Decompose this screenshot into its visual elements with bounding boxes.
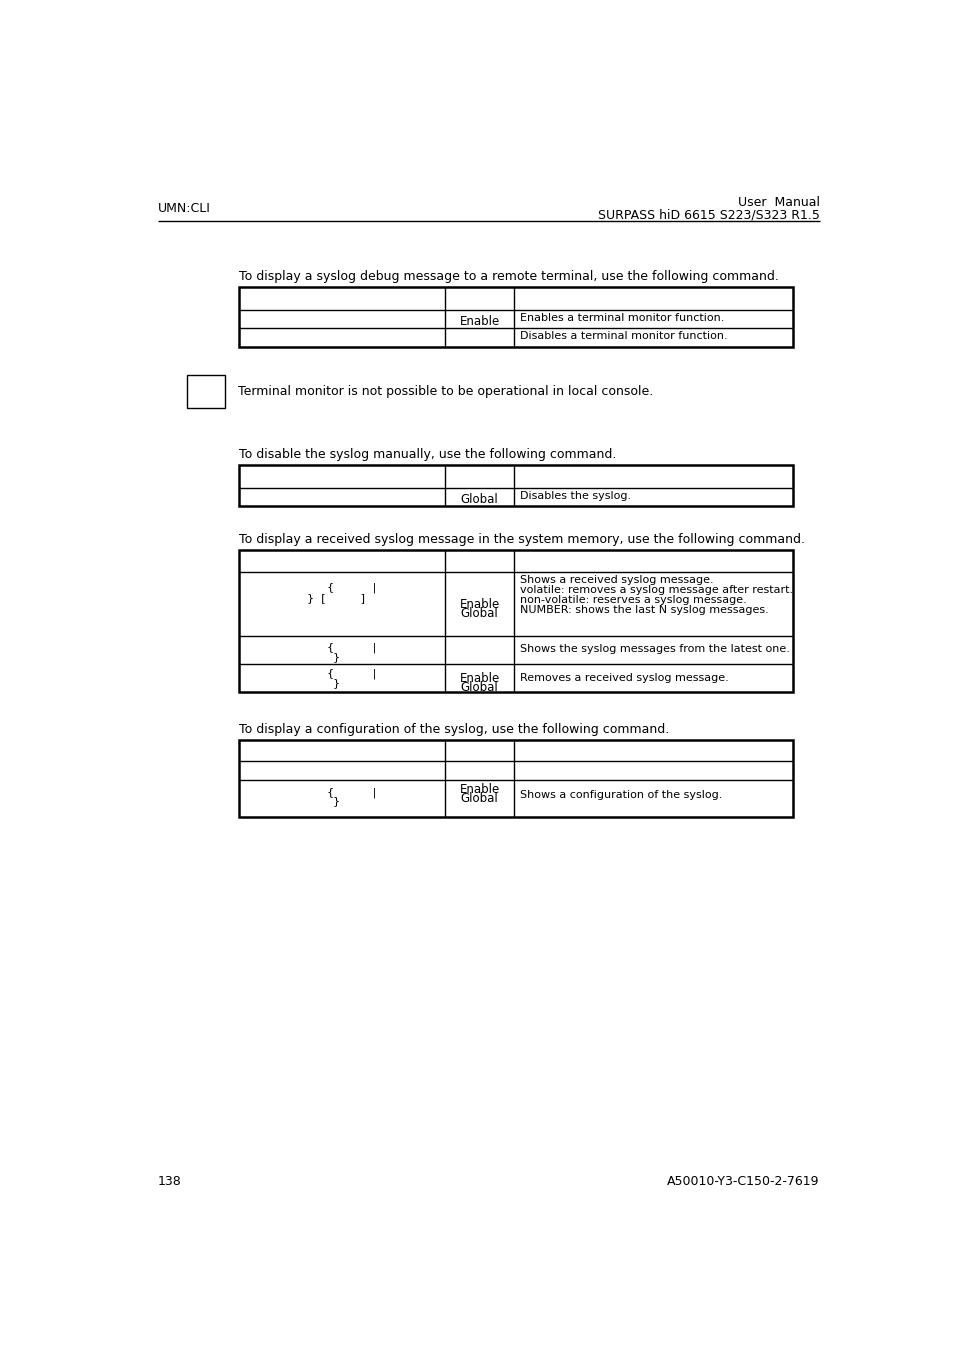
Text: To disable the syslog manually, use the following command.: To disable the syslog manually, use the …	[239, 448, 616, 462]
Text: To display a configuration of the syslog, use the following command.: To display a configuration of the syslog…	[239, 722, 669, 736]
Bar	[239, 286, 793, 347]
Text: Global: Global	[460, 493, 498, 506]
Text: 138: 138	[158, 1176, 182, 1188]
Text: Terminal monitor is not possible to be operational in local console.: Terminal monitor is not possible to be o…	[237, 385, 653, 398]
Bar	[239, 549, 793, 691]
Bar	[187, 374, 224, 409]
Text: non-volatile: reserves a syslog message.: non-volatile: reserves a syslog message.	[519, 595, 746, 605]
Text: }: }	[333, 796, 339, 806]
Text: Shows a configuration of the syslog.: Shows a configuration of the syslog.	[519, 790, 721, 801]
Text: UMN:CLI: UMN:CLI	[158, 202, 211, 215]
Text: {           |: { |	[327, 787, 376, 798]
Text: Enable: Enable	[459, 598, 499, 610]
Text: Enable: Enable	[459, 316, 499, 328]
Text: User  Manual: User Manual	[737, 196, 819, 209]
Text: Removes a received syslog message.: Removes a received syslog message.	[519, 674, 728, 683]
Bar	[239, 740, 793, 817]
Text: volatile: removes a syslog message after restart.: volatile: removes a syslog message after…	[519, 585, 792, 595]
Text: A50010-Y3-C150-2-7619: A50010-Y3-C150-2-7619	[667, 1176, 819, 1188]
Text: Enable: Enable	[459, 672, 499, 684]
Text: Enable: Enable	[459, 783, 499, 795]
Text: To display a syslog debug message to a remote terminal, use the following comman: To display a syslog debug message to a r…	[239, 270, 779, 282]
Text: }: }	[333, 652, 339, 662]
Text: NUMBER: shows the last N syslog messages.: NUMBER: shows the last N syslog messages…	[519, 605, 768, 614]
Text: SURPASS hiD 6615 S223/S323 R1.5: SURPASS hiD 6615 S223/S323 R1.5	[598, 208, 819, 221]
Text: {           |: { |	[327, 668, 376, 679]
Text: Global: Global	[460, 792, 498, 805]
Text: }: }	[333, 678, 339, 688]
Bar	[239, 464, 793, 506]
Text: {           |: { |	[327, 643, 376, 653]
Text: Shows a received syslog message.: Shows a received syslog message.	[519, 575, 713, 585]
Text: Global: Global	[460, 608, 498, 620]
Text: Disables the syslog.: Disables the syslog.	[519, 491, 630, 501]
Text: Disables a terminal monitor function.: Disables a terminal monitor function.	[519, 331, 727, 342]
Text: Global: Global	[460, 680, 498, 694]
Text: }  [          ]: } [ ]	[307, 593, 365, 603]
Text: To display a received syslog message in the system memory, use the following com: To display a received syslog message in …	[239, 533, 804, 547]
Text: {           |: { |	[327, 582, 376, 593]
Text: Enables a terminal monitor function.: Enables a terminal monitor function.	[519, 313, 723, 323]
Text: Shows the syslog messages from the latest one.: Shows the syslog messages from the lates…	[519, 644, 789, 653]
